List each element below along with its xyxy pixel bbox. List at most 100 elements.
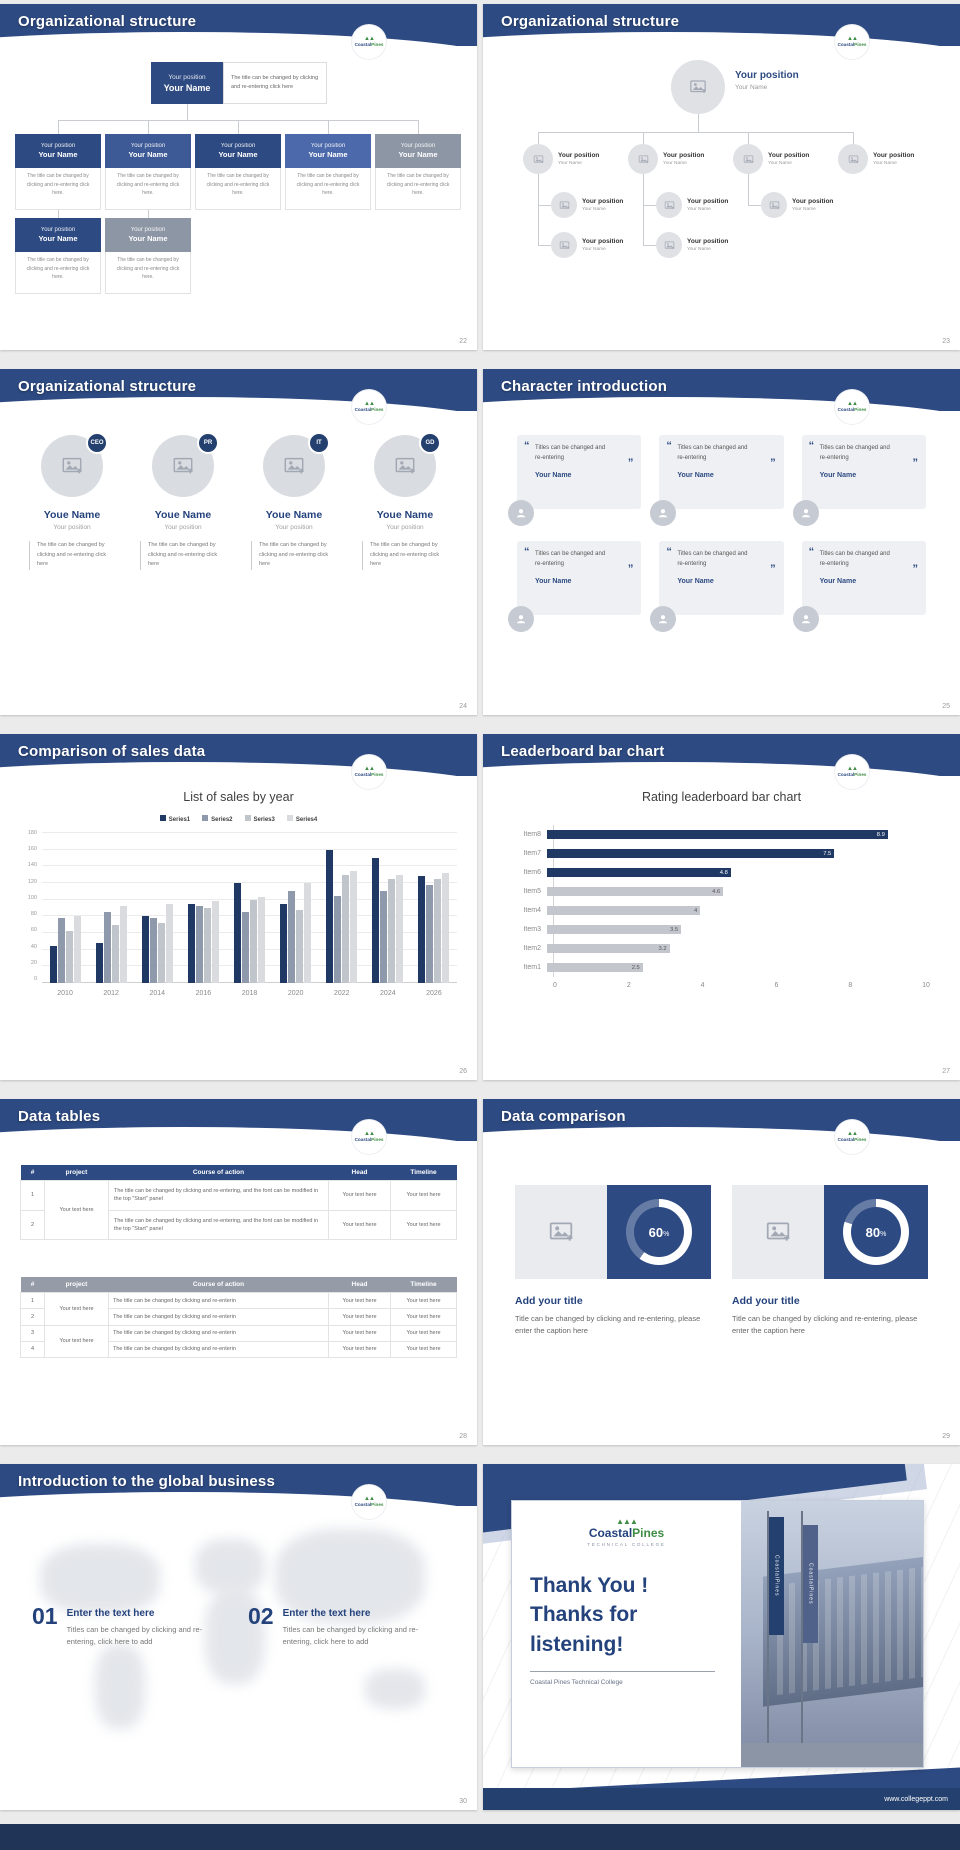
coastalpines-logo: ▲▲ CoastalPines	[835, 25, 869, 59]
connector-line	[748, 132, 749, 144]
character-card: “ Titles can be changed and re-entering …	[650, 541, 784, 632]
slide-25[interactable]: Character introduction ▲▲ CoastalPines “…	[483, 369, 960, 715]
slide-29[interactable]: Data comparison ▲▲ CoastalPines 60% Add …	[483, 1099, 960, 1445]
open-quote: “	[524, 440, 530, 452]
world-map-graphic	[95, 1644, 145, 1729]
slide-title: Introduction to the global business	[18, 1473, 275, 1490]
campus-banner: CoastalPines	[803, 1525, 818, 1643]
org-node: Your position Your Name	[761, 192, 833, 218]
data-table-2: # project Course of action Head Timeline…	[20, 1277, 457, 1359]
chart-legend: Series1 Series2 Series3 Series4	[20, 815, 457, 823]
legend-item: Series2	[202, 815, 233, 823]
table-header-row: # project Course of action Head Timeline	[20, 1165, 457, 1181]
character-card: “ Titles can be changed and re-entering …	[792, 435, 926, 526]
connector-line	[328, 120, 329, 134]
member-name: Youe Name	[43, 509, 101, 521]
bar-group	[326, 833, 358, 983]
org-root-node: Your position Your Name The title can be…	[151, 62, 327, 104]
photo-placeholder: PR	[152, 432, 219, 497]
character-card: “ Titles can be changed and re-entering …	[792, 541, 926, 632]
leaderboard-row: Item5 4.6	[513, 887, 930, 896]
x-axis-labels: 2010 2012 2014 2016 2018 2020 2022 2024 2026	[57, 990, 442, 997]
logo-tree-icon: ▲▲	[364, 401, 375, 408]
connector-line	[853, 132, 854, 144]
logo-subtext: TECHNICAL COLLEGE	[587, 1542, 666, 1547]
leaderboard-row: Item3 3.5	[513, 925, 930, 934]
slide-27[interactable]: Leaderboard bar chart ▲▲ CoastalPines Ra…	[483, 734, 960, 1080]
member-position: Your position	[164, 524, 202, 531]
slide-preview-sheet: Organizational structure ▲▲ CoastalPines…	[0, 0, 960, 1810]
connector-line	[148, 120, 149, 134]
team-member: IT Youe Name Your position The title can…	[244, 432, 344, 570]
role-badge: GD	[419, 432, 441, 454]
slide-thank-you[interactable]: ▲▲▲ CoastalPines TECHNICAL COLLEGE Thank…	[483, 1464, 960, 1810]
open-quote: “	[666, 546, 672, 558]
table-row: 4 The title can be changed by clicking a…	[20, 1340, 457, 1359]
slide-title: Organizational structure	[18, 13, 197, 30]
org-root-note: The title can be changed by clicking and…	[223, 62, 327, 104]
org-node: Your position Your Name	[523, 144, 599, 174]
item-heading: Enter the text here	[282, 1608, 371, 1619]
divider	[530, 1671, 715, 1673]
connector-line	[643, 245, 656, 246]
slide-header: Introduction to the global business	[0, 1464, 477, 1522]
website-url: www.collegeppt.com	[884, 1795, 948, 1803]
role-badge: IT	[308, 432, 330, 454]
college-name: Coastal Pines Technical College	[530, 1679, 623, 1687]
open-quote: “	[808, 546, 815, 558]
progress-donut: 60%	[626, 1199, 692, 1265]
leaderboard-row: Item6 4.8	[513, 868, 930, 877]
org-card: Your position Your Name The title can be …	[105, 134, 191, 210]
connector-line	[748, 174, 749, 205]
slide-26[interactable]: Comparison of sales data ▲▲ CoastalPines…	[0, 734, 477, 1080]
close-quote: ”	[627, 563, 634, 575]
coastalpines-logo: ▲▲ CoastalPines	[835, 390, 869, 424]
member-position: Your position	[275, 524, 313, 531]
panel-caption: Title can be changed by clicking and re-…	[732, 1314, 918, 1335]
logo-tree-icon: ▲▲	[364, 1131, 375, 1138]
legend-item: Series4	[286, 815, 317, 823]
org-card: Your position Your Name The title can be …	[195, 134, 281, 210]
photo-placeholder	[551, 232, 577, 258]
item-body: Titles can be changed by clicking and re…	[282, 1625, 419, 1646]
avatar	[508, 606, 534, 632]
org-root-box: Your position Your Name	[151, 62, 223, 104]
bar-group	[95, 833, 127, 983]
slide-28[interactable]: Data tables ▲▲ CoastalPines # project Co…	[0, 1099, 477, 1445]
thank-you-card: ▲▲▲ CoastalPines TECHNICAL COLLEGE Thank…	[511, 1500, 924, 1768]
page-number: 29	[942, 1433, 950, 1440]
world-map-graphic	[40, 1544, 160, 1614]
close-quote: ”	[912, 457, 919, 469]
image-placeholder	[732, 1185, 824, 1279]
slide-header: Organizational structure	[0, 4, 477, 62]
open-quote: “	[808, 440, 815, 452]
legend-item: Series3	[244, 815, 275, 823]
slide-22[interactable]: Organizational structure ▲▲ CoastalPines…	[0, 4, 477, 350]
logo-tree-icon: ▲▲	[847, 766, 858, 773]
slide-title: Organizational structure	[18, 378, 197, 395]
org-card: Your position Your Name The title can be …	[285, 134, 371, 210]
table-row: 3 Your text here The title can be change…	[20, 1324, 457, 1358]
leaderboard-chart: Rating leaderboard bar chart Item8 8.9 Ite…	[513, 790, 930, 989]
bar-group	[49, 833, 81, 983]
slide-23[interactable]: Organizational structure ▲▲ CoastalPines…	[483, 4, 960, 350]
connector-line	[418, 120, 419, 134]
item-number: 02	[248, 1603, 274, 1629]
panel-title: Add your title	[732, 1295, 800, 1307]
leaderboard-row: Item2 3.2	[513, 944, 930, 953]
slide-header: Data comparison	[483, 1099, 960, 1157]
connector-line	[748, 205, 761, 206]
logo-tree-icon: ▲▲	[847, 36, 858, 43]
org-card: Your position Your Name The title can be …	[375, 134, 461, 210]
page-bottom-bar	[0, 1824, 960, 1850]
thank-you-line-2: Thanks for listening!	[530, 1603, 638, 1656]
bar-group	[233, 833, 265, 983]
member-name: Youe Name	[376, 509, 434, 521]
slide-title: Comparison of sales data	[18, 743, 206, 760]
avatar	[792, 500, 819, 526]
slide-title: Character introduction	[501, 378, 668, 395]
avatar	[650, 500, 677, 526]
text-item: 01 Enter the text here Titles can be cha…	[32, 1604, 207, 1647]
slide-30[interactable]: Introduction to the global business ▲▲ C…	[0, 1464, 477, 1810]
slide-24[interactable]: Organizational structure ▲▲ CoastalPines…	[0, 369, 477, 715]
